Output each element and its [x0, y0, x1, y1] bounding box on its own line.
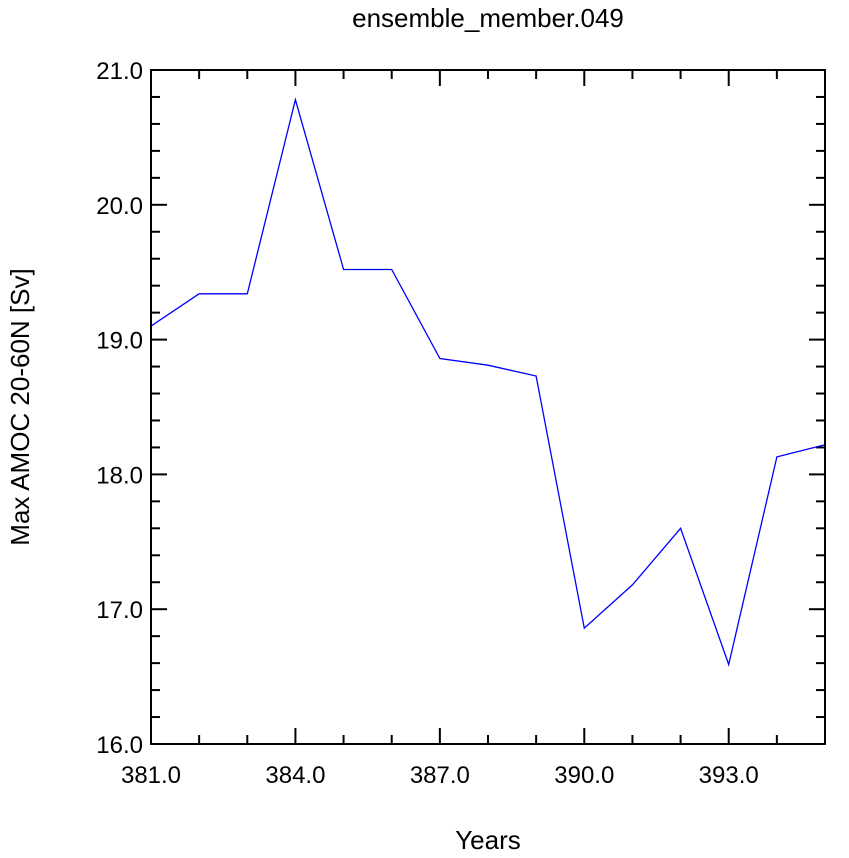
y-tick-label: 18.0	[96, 462, 143, 489]
chart-title: ensemble_member.049	[352, 3, 624, 33]
x-tick-label: 393.0	[699, 762, 759, 789]
y-tick-label: 20.0	[96, 193, 143, 220]
y-tick-label: 16.0	[96, 732, 143, 759]
y-tick-label: 17.0	[96, 597, 143, 624]
x-tick-label: 387.0	[410, 762, 470, 789]
x-tick-label: 390.0	[554, 762, 614, 789]
tick-labels: 381.0 384.0 387.0 390.0 393.0 16.0 17.0 18.0 19.…	[96, 58, 758, 789]
x-tick-label: 384.0	[265, 762, 325, 789]
series-line	[150, 97, 826, 667]
axis-ticks	[150, 69, 826, 745]
x-axis-label: Years	[455, 825, 521, 855]
x-tick-label: 381.0	[121, 762, 181, 789]
y-axis-label: Max AMOC 20-60N [Sv]	[5, 268, 35, 545]
y-tick-label: 19.0	[96, 328, 143, 355]
plot-frame	[150, 69, 826, 745]
y-tick-label: 21.0	[96, 58, 143, 85]
